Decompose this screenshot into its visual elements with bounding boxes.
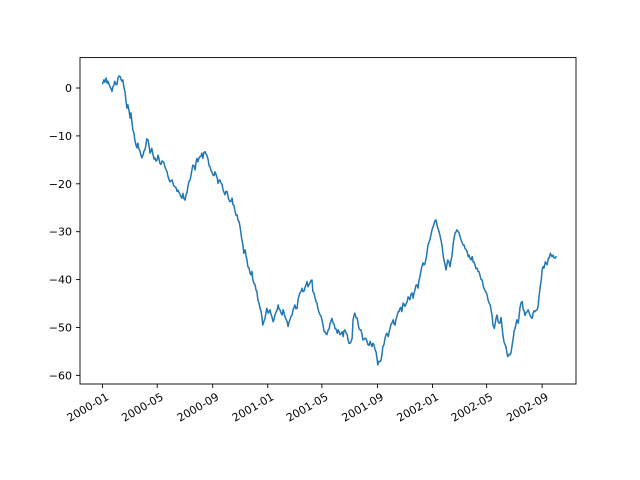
- x-tick-label: 2001-05: [284, 390, 330, 424]
- x-tick-label: 2000-01: [65, 390, 111, 424]
- plot-area: [79, 57, 577, 385]
- series-group: [101, 75, 557, 366]
- x-tick-label: 2002-05: [449, 390, 495, 424]
- y-tick-label: −20: [49, 178, 72, 191]
- y-tick-label: −60: [49, 369, 72, 382]
- x-tick-label: 2000-05: [119, 390, 165, 424]
- x-axis-ticks: 2000-01 2000-05 2000-09 2001-01 2001-05 2001-…: [65, 384, 551, 425]
- x-tick-label: 2002-01: [395, 390, 441, 424]
- axes-spines: [79, 57, 577, 385]
- y-tick-label: −50: [49, 321, 72, 334]
- y-tick-label: 0: [65, 82, 72, 95]
- series-line: [101, 75, 557, 366]
- y-tick-label: −40: [49, 274, 72, 287]
- y-axis-ticks: 0 −10 −20 −30 −40 −50 −60: [49, 82, 80, 382]
- x-tick-label: 2001-01: [230, 390, 276, 424]
- x-tick-label: 2001-09: [340, 390, 386, 424]
- x-tick-label: 2000-09: [175, 390, 221, 424]
- x-tick-label: 2002-09: [504, 390, 550, 424]
- y-tick-label: −10: [49, 130, 72, 143]
- y-tick-label: −30: [49, 226, 72, 239]
